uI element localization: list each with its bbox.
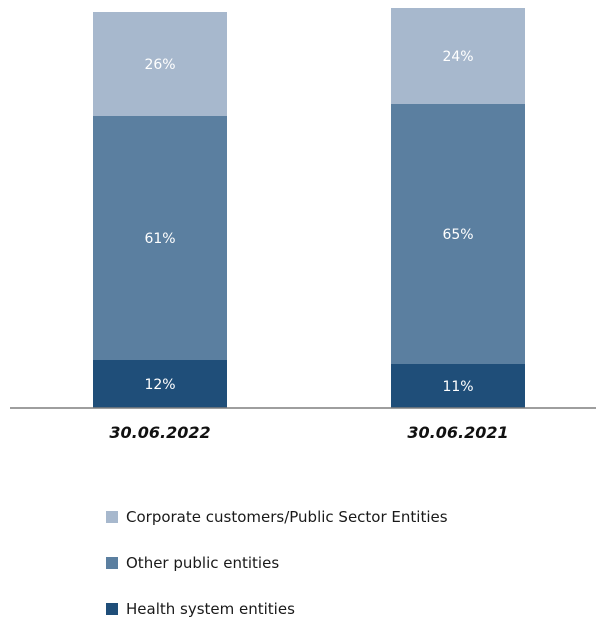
legend-label-other-public: Other public entities xyxy=(126,553,280,572)
bar-segment-0-1 xyxy=(93,116,227,360)
category-labels: 30.06.2022 30.06.2021 xyxy=(109,423,508,442)
bar-segment-0-2 xyxy=(93,12,227,116)
legend-label-corporate: Corporate customers/Public Sector Entiti… xyxy=(126,507,448,526)
data-label-0-1: 61% xyxy=(144,231,175,247)
data-label-0-2: 26% xyxy=(144,57,175,73)
bar-segment-0-0 xyxy=(93,360,227,408)
legend-item-corporate: Corporate customers/Public Sector Entiti… xyxy=(106,505,448,528)
category-label-0: 30.06.2022 xyxy=(109,423,210,442)
legend-swatch-other-public xyxy=(106,556,118,569)
data-label-1-2: 24% xyxy=(442,49,473,65)
data-label-1-1: 65% xyxy=(442,227,473,243)
bars-layer: 12% 61% 26% 11% 65% 24% xyxy=(93,8,525,408)
legend-swatch-corporate xyxy=(106,510,118,523)
bar-segment-1-2 xyxy=(391,8,525,104)
data-label-1-0: 11% xyxy=(442,379,473,395)
legend-swatch-health xyxy=(106,602,118,615)
legend-item-other-public: Other public entities xyxy=(106,551,448,574)
stacked-bar-chart: 12% 61% 26% 11% 65% 24% 30.06.2022 30.06.2021 xyxy=(10,8,596,442)
legend-item-health: Health system entities xyxy=(106,597,448,620)
legend-label-health: Health system entities xyxy=(126,599,295,618)
legend: Corporate customers/Public Sector Entiti… xyxy=(106,505,448,643)
bar-segment-1-1 xyxy=(391,104,525,364)
data-label-0-0: 12% xyxy=(144,377,175,393)
bar-segment-1-0 xyxy=(391,364,525,408)
category-label-1: 30.06.2021 xyxy=(407,423,508,442)
